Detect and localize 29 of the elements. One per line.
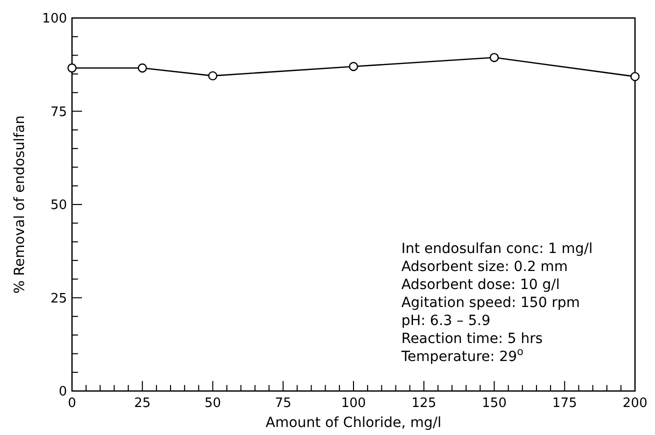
point xyxy=(138,63,147,73)
x-axis-title: Amount of Chloride, mg/l xyxy=(266,415,442,431)
point xyxy=(67,63,77,73)
annotation: Temperature: 29$^{o}$ xyxy=(400,346,524,365)
x-tick-label: 150 xyxy=(482,396,507,411)
annotation: Adsorbent dose: 10 g/l xyxy=(401,277,560,293)
annotation: Int endosulfan conc: 1 mg/l xyxy=(401,241,593,257)
point xyxy=(490,52,499,62)
x-tick-label: 175 xyxy=(552,396,578,411)
x-tick-label: 100 xyxy=(341,396,366,411)
y-tick-label: 100 xyxy=(42,12,67,27)
point xyxy=(208,71,218,80)
annotation: Agitation speed: 150 rpm xyxy=(401,295,580,311)
x-tick-label: 125 xyxy=(411,396,436,411)
point xyxy=(630,72,640,82)
y-tick-label: 50 xyxy=(50,198,67,214)
annotation: pH: 6.3 – 5.9 xyxy=(401,313,490,329)
point xyxy=(348,62,358,72)
x-tick-label: 0 xyxy=(68,396,76,411)
y-tick-label: 25 xyxy=(50,291,67,306)
y-axis-title: % Removal of endosulfan xyxy=(12,115,28,294)
y-tick-label: 75 xyxy=(50,104,67,120)
x-tick-label: 75 xyxy=(274,396,292,411)
y-tick-label: 0 xyxy=(58,384,67,400)
x-tick-label: 50 xyxy=(204,396,222,411)
x-tick-label: 200 xyxy=(622,396,648,411)
annotation: Reaction time: 5 hrs xyxy=(401,331,543,347)
x-tick-label: 25 xyxy=(134,396,151,411)
annotation: Adsorbent size: 0.2 mm xyxy=(401,259,568,275)
